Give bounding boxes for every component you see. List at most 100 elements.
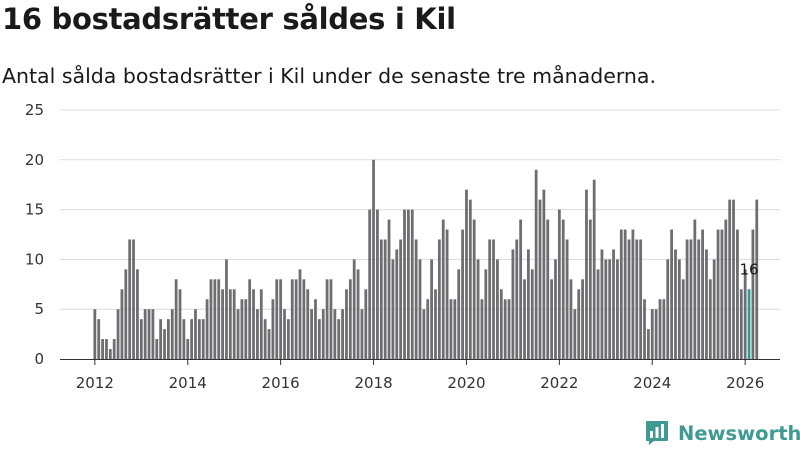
bar	[573, 309, 577, 359]
x-tick-label: 2016	[262, 374, 300, 392]
bar	[159, 319, 163, 359]
bar	[383, 239, 387, 359]
bar	[623, 229, 627, 359]
bar	[492, 239, 495, 359]
bar	[449, 299, 453, 359]
bar	[139, 319, 143, 359]
bar	[600, 249, 604, 359]
bar	[472, 219, 476, 359]
bar	[751, 229, 755, 359]
bar	[546, 219, 550, 359]
x-tick-label: 2024	[633, 374, 671, 392]
bar	[197, 319, 201, 359]
bar	[739, 289, 743, 359]
bar	[689, 239, 693, 359]
bar	[166, 319, 170, 359]
bar	[445, 229, 449, 359]
bar	[414, 239, 418, 359]
bar	[209, 279, 213, 359]
bar	[376, 209, 379, 359]
bar	[286, 319, 290, 359]
bar	[112, 339, 116, 359]
bar	[530, 269, 534, 359]
bar	[662, 299, 666, 359]
bar	[267, 329, 271, 359]
bar	[511, 249, 515, 359]
bar	[399, 239, 403, 359]
bar	[155, 339, 159, 359]
bar	[434, 289, 437, 359]
bar	[565, 239, 569, 359]
bar	[213, 279, 217, 359]
bar	[496, 259, 499, 359]
bar	[569, 279, 573, 359]
bar	[608, 259, 612, 359]
bar	[178, 289, 182, 359]
bar	[693, 219, 697, 359]
bar	[631, 229, 635, 359]
bar	[170, 309, 174, 359]
bar	[294, 279, 298, 359]
y-axis-labels: 0 5 10 15 20 25	[25, 101, 44, 368]
bar	[701, 229, 704, 359]
bar	[240, 299, 244, 359]
bar	[418, 259, 422, 359]
bar	[461, 229, 464, 359]
bar	[732, 199, 735, 359]
bar	[108, 349, 112, 359]
y-tick-label: 5	[34, 300, 44, 318]
bar	[345, 289, 348, 359]
bar	[670, 229, 674, 359]
x-tick-label: 2014	[169, 374, 207, 392]
bar	[720, 229, 724, 359]
bar	[705, 249, 708, 359]
bar	[441, 219, 445, 359]
bars	[93, 159, 759, 359]
bar	[724, 219, 728, 359]
bar	[259, 289, 263, 359]
bar	[677, 259, 681, 359]
bar	[395, 249, 399, 359]
bar	[581, 279, 584, 359]
bar	[457, 269, 461, 359]
bar	[298, 269, 302, 359]
bar	[116, 309, 120, 359]
bar	[523, 279, 526, 359]
bar	[348, 279, 352, 359]
bar	[325, 279, 329, 359]
bar	[561, 219, 565, 359]
bar	[205, 299, 209, 359]
bar	[484, 269, 488, 359]
bar	[507, 299, 511, 359]
bar	[163, 329, 166, 359]
bar	[743, 269, 747, 359]
bar	[236, 309, 240, 359]
chart-title: 16 bostadsrätter såldes i Kil	[2, 2, 456, 36]
annotations: 16	[739, 260, 758, 278]
bar	[468, 199, 472, 359]
bar	[143, 309, 147, 359]
bar	[712, 259, 716, 359]
bar	[217, 279, 221, 359]
bar	[488, 239, 492, 359]
bar	[290, 279, 294, 359]
bar	[550, 279, 554, 359]
bar	[186, 339, 190, 359]
bar	[283, 309, 286, 359]
bar	[256, 309, 259, 359]
newsworthy-logo-icon	[646, 421, 668, 445]
bar	[503, 299, 507, 359]
bar	[681, 279, 685, 359]
bar	[538, 199, 542, 359]
bar	[627, 239, 631, 359]
bar	[225, 259, 228, 359]
bar	[422, 309, 426, 359]
bar	[716, 229, 720, 359]
bar	[271, 299, 275, 359]
bar	[577, 289, 581, 359]
bar	[519, 219, 523, 359]
bar	[306, 289, 310, 359]
bar	[542, 189, 546, 359]
bar	[465, 189, 468, 359]
